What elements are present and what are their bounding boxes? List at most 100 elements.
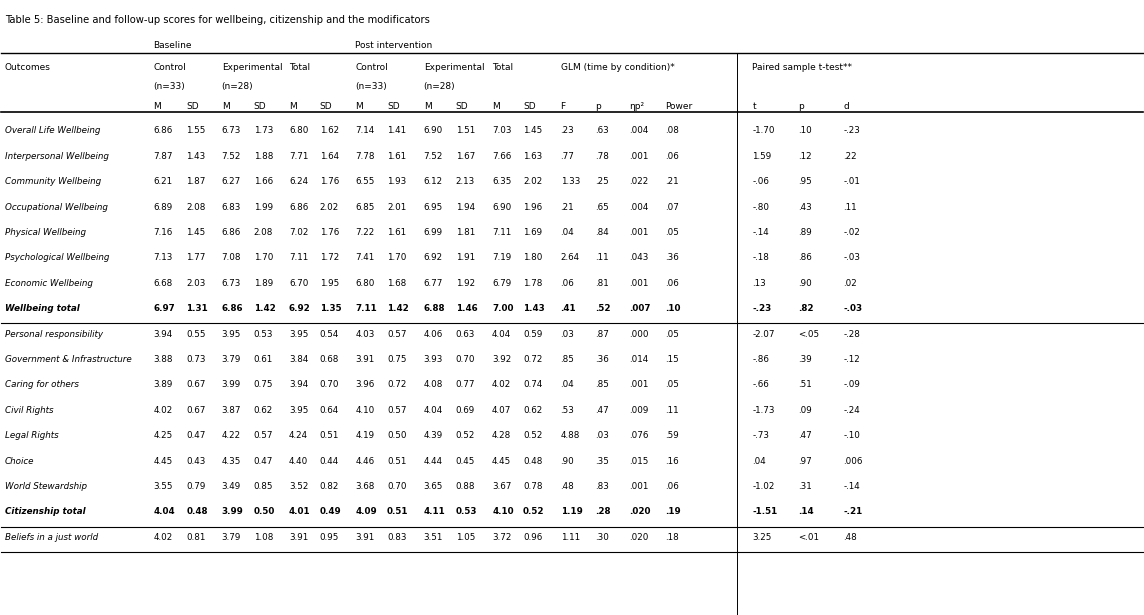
Text: -.28: -.28 bbox=[843, 330, 860, 338]
Text: .08: .08 bbox=[666, 126, 680, 135]
Text: 6.85: 6.85 bbox=[355, 202, 374, 212]
Text: 0.67: 0.67 bbox=[186, 406, 206, 415]
Text: 0.53: 0.53 bbox=[455, 507, 477, 517]
Text: 6.27: 6.27 bbox=[222, 177, 241, 186]
Text: 1.46: 1.46 bbox=[455, 304, 477, 313]
Text: 4.45: 4.45 bbox=[492, 456, 511, 466]
Text: .076: .076 bbox=[629, 431, 649, 440]
Text: 6.86: 6.86 bbox=[289, 202, 308, 212]
Text: 1.08: 1.08 bbox=[254, 533, 273, 542]
Text: 1.61: 1.61 bbox=[387, 152, 406, 161]
Text: M: M bbox=[289, 102, 296, 111]
Text: 0.73: 0.73 bbox=[186, 355, 206, 364]
Text: Overall Life Wellbeing: Overall Life Wellbeing bbox=[5, 126, 101, 135]
Text: Physical Wellbeing: Physical Wellbeing bbox=[5, 228, 86, 237]
Text: -.23: -.23 bbox=[753, 304, 771, 313]
Text: 2.03: 2.03 bbox=[186, 279, 206, 288]
Text: .21: .21 bbox=[666, 177, 680, 186]
Text: .13: .13 bbox=[753, 279, 766, 288]
Text: 4.02: 4.02 bbox=[153, 406, 173, 415]
Text: 6.24: 6.24 bbox=[289, 177, 308, 186]
Text: .015: .015 bbox=[629, 456, 649, 466]
Text: 7.03: 7.03 bbox=[492, 126, 511, 135]
Text: 4.39: 4.39 bbox=[423, 431, 443, 440]
Text: -.01: -.01 bbox=[843, 177, 860, 186]
Text: 4.40: 4.40 bbox=[289, 456, 308, 466]
Text: M: M bbox=[492, 102, 500, 111]
Text: 6.88: 6.88 bbox=[423, 304, 445, 313]
Text: 3.72: 3.72 bbox=[492, 533, 511, 542]
Text: 0.81: 0.81 bbox=[186, 533, 206, 542]
Text: 7.52: 7.52 bbox=[423, 152, 443, 161]
Text: .16: .16 bbox=[666, 456, 680, 466]
Text: p: p bbox=[799, 102, 804, 111]
Text: .15: .15 bbox=[666, 355, 680, 364]
Text: 4.06: 4.06 bbox=[423, 330, 443, 338]
Text: 4.04: 4.04 bbox=[153, 507, 175, 517]
Text: .007: .007 bbox=[629, 304, 651, 313]
Text: 4.10: 4.10 bbox=[492, 507, 514, 517]
Text: 0.48: 0.48 bbox=[523, 456, 542, 466]
Text: 0.57: 0.57 bbox=[387, 330, 406, 338]
Text: 6.83: 6.83 bbox=[222, 202, 241, 212]
Text: 0.70: 0.70 bbox=[387, 482, 406, 491]
Text: 1.89: 1.89 bbox=[254, 279, 273, 288]
Text: 0.78: 0.78 bbox=[523, 482, 542, 491]
Text: .10: .10 bbox=[666, 304, 681, 313]
Text: -.23: -.23 bbox=[843, 126, 860, 135]
Text: 0.52: 0.52 bbox=[523, 507, 545, 517]
Text: 1.95: 1.95 bbox=[320, 279, 339, 288]
Text: 7.08: 7.08 bbox=[222, 253, 241, 263]
Text: 6.86: 6.86 bbox=[153, 126, 173, 135]
Text: 0.47: 0.47 bbox=[254, 456, 273, 466]
Text: 2.64: 2.64 bbox=[561, 253, 580, 263]
Text: (n=28): (n=28) bbox=[222, 82, 253, 91]
Text: 3.51: 3.51 bbox=[423, 533, 443, 542]
Text: .86: .86 bbox=[799, 253, 812, 263]
Text: .48: .48 bbox=[561, 482, 574, 491]
Text: 4.04: 4.04 bbox=[492, 330, 511, 338]
Text: 0.72: 0.72 bbox=[523, 355, 542, 364]
Text: -.80: -.80 bbox=[753, 202, 769, 212]
Text: 6.80: 6.80 bbox=[355, 279, 374, 288]
Text: 1.96: 1.96 bbox=[523, 202, 542, 212]
Text: .85: .85 bbox=[561, 355, 574, 364]
Text: 3.95: 3.95 bbox=[289, 406, 309, 415]
Text: 4.19: 4.19 bbox=[355, 431, 374, 440]
Text: 4.09: 4.09 bbox=[355, 507, 376, 517]
Text: Community Wellbeing: Community Wellbeing bbox=[5, 177, 101, 186]
Text: .84: .84 bbox=[595, 228, 609, 237]
Text: 6.73: 6.73 bbox=[222, 279, 241, 288]
Text: Table 5: Baseline and follow-up scores for wellbeing, citizenship and the modifi: Table 5: Baseline and follow-up scores f… bbox=[5, 15, 430, 25]
Text: 6.97: 6.97 bbox=[153, 304, 175, 313]
Text: 4.07: 4.07 bbox=[492, 406, 511, 415]
Text: 1.33: 1.33 bbox=[561, 177, 580, 186]
Text: 3.79: 3.79 bbox=[222, 355, 241, 364]
Text: 3.95: 3.95 bbox=[222, 330, 241, 338]
Text: -.10: -.10 bbox=[843, 431, 860, 440]
Text: 0.70: 0.70 bbox=[455, 355, 475, 364]
Text: 7.52: 7.52 bbox=[222, 152, 241, 161]
Text: 7.41: 7.41 bbox=[355, 253, 374, 263]
Text: .18: .18 bbox=[666, 533, 680, 542]
Text: 0.57: 0.57 bbox=[254, 431, 273, 440]
Text: 4.25: 4.25 bbox=[153, 431, 173, 440]
Text: 0.68: 0.68 bbox=[320, 355, 339, 364]
Text: 1.45: 1.45 bbox=[523, 126, 542, 135]
Text: 7.16: 7.16 bbox=[153, 228, 173, 237]
Text: .30: .30 bbox=[595, 533, 609, 542]
Text: 0.50: 0.50 bbox=[387, 431, 406, 440]
Text: 1.72: 1.72 bbox=[320, 253, 339, 263]
Text: 7.13: 7.13 bbox=[153, 253, 173, 263]
Text: 0.83: 0.83 bbox=[387, 533, 406, 542]
Text: 6.92: 6.92 bbox=[423, 253, 443, 263]
Text: 0.61: 0.61 bbox=[254, 355, 273, 364]
Text: GLM (time by condition)*: GLM (time by condition)* bbox=[561, 63, 674, 71]
Text: (n=28): (n=28) bbox=[423, 82, 455, 91]
Text: 3.25: 3.25 bbox=[753, 533, 772, 542]
Text: 1.91: 1.91 bbox=[455, 253, 475, 263]
Text: 0.75: 0.75 bbox=[387, 355, 406, 364]
Text: .28: .28 bbox=[595, 507, 611, 517]
Text: 3.79: 3.79 bbox=[222, 533, 241, 542]
Text: .020: .020 bbox=[629, 507, 651, 517]
